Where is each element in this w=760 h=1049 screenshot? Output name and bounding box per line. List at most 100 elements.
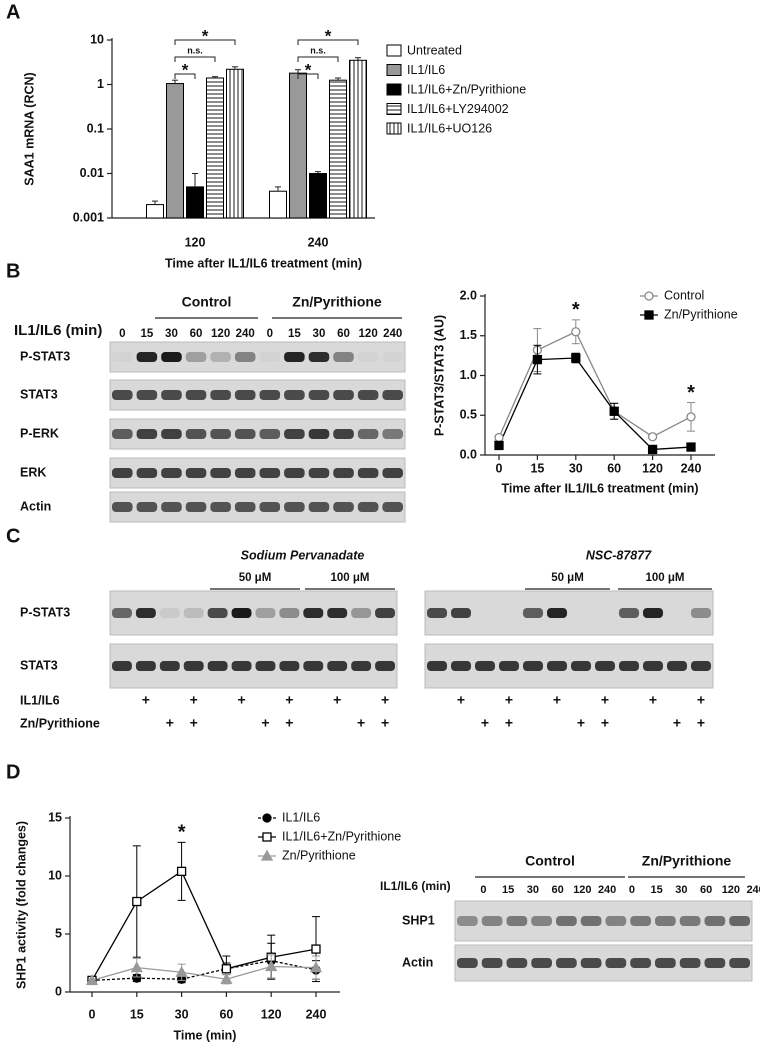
- row-label: Actin: [20, 499, 51, 513]
- x-tick-label: 30: [175, 1007, 189, 1021]
- legend-label: Untreated: [407, 43, 462, 57]
- marker: [130, 961, 143, 973]
- blot-band: [185, 429, 207, 439]
- blot-band: [451, 608, 471, 618]
- lane-title: IL1/IL6 (min): [380, 879, 451, 893]
- blot-band: [260, 352, 281, 362]
- blot-band: [255, 608, 276, 618]
- blot-strip: [109, 379, 406, 411]
- blot-band: [481, 916, 503, 926]
- blot-band: [333, 390, 354, 400]
- y-axis-label: P-STAT3/STAT3 (AU): [432, 315, 446, 436]
- treatment-mark: +: [601, 715, 609, 731]
- row-label: P-STAT3: [20, 605, 70, 619]
- x-tick-label: 0: [89, 1007, 96, 1021]
- blot-band: [523, 608, 543, 618]
- blot-band: [382, 352, 403, 362]
- group-label: Zn/Pyrithione: [642, 853, 732, 869]
- series-line: [91, 870, 317, 981]
- blot-band: [183, 608, 204, 618]
- treatment-mark: +: [481, 715, 489, 731]
- lane-label: 60: [552, 884, 564, 896]
- blot-band: [556, 958, 577, 968]
- group-label: Control: [525, 853, 575, 869]
- x-tick-label: 240: [306, 1007, 327, 1021]
- blot-strip: [109, 491, 406, 523]
- marker: [260, 849, 274, 861]
- marker: [265, 960, 278, 972]
- x-tick-label: 240: [681, 461, 702, 475]
- blot-band: [357, 468, 379, 478]
- lane-label: 15: [288, 328, 301, 340]
- blot-band: [231, 661, 252, 671]
- blot-band: [605, 958, 627, 968]
- marker: [647, 444, 658, 455]
- x-tick-label: 120: [185, 235, 206, 249]
- blot-band: [547, 661, 567, 671]
- blot-band: [112, 502, 133, 512]
- blot-band: [351, 661, 372, 671]
- blot-band: [571, 661, 591, 671]
- x-tick-label: 120: [261, 1007, 282, 1021]
- blot-band: [457, 958, 478, 968]
- blot-band: [357, 502, 379, 512]
- x-axis-label: Time (min): [174, 1028, 237, 1042]
- blot-band: [427, 661, 447, 671]
- blot-band: [136, 468, 158, 478]
- blot-band: [308, 352, 330, 362]
- marker: [686, 412, 696, 422]
- blot-band: [284, 429, 305, 439]
- blot-band: [136, 390, 158, 400]
- blot-band: [643, 661, 663, 671]
- blot-band: [159, 608, 180, 618]
- blot-band: [161, 352, 182, 362]
- lane-label: 30: [165, 328, 178, 340]
- treatment-mark: +: [457, 692, 465, 708]
- blot-band: [655, 958, 676, 968]
- blot-band: [580, 958, 602, 968]
- y-tick-label: 0.001: [73, 210, 104, 224]
- blot-band: [333, 352, 354, 362]
- marker: [532, 354, 543, 365]
- blot-band: [161, 468, 182, 478]
- marker: [647, 432, 658, 442]
- blot-band: [357, 429, 379, 439]
- blot-band: [457, 916, 478, 926]
- significance-label: *: [305, 60, 312, 79]
- marker: [311, 944, 321, 954]
- blot-band: [667, 661, 687, 671]
- lane-label: 15: [140, 328, 153, 340]
- y-tick-label: 1.0: [460, 368, 477, 382]
- blot-band: [729, 916, 750, 926]
- blot-band: [630, 958, 651, 968]
- blot-strip: [109, 341, 406, 373]
- row-label: STAT3: [20, 658, 58, 672]
- dose-label: 50 μM: [551, 572, 584, 584]
- blot-band: [691, 661, 711, 671]
- x-tick-label: 15: [130, 1007, 144, 1021]
- blot-strip: [109, 457, 406, 489]
- lane-label: 240: [236, 328, 255, 340]
- marker: [494, 440, 504, 451]
- x-axis-label: Time after IL1/IL6 treatment (min): [165, 256, 362, 270]
- legend-swatch: [386, 103, 402, 115]
- blot-band: [580, 916, 602, 926]
- marker: [686, 442, 696, 452]
- lane-label: 120: [211, 328, 230, 340]
- blot-band: [506, 958, 528, 968]
- y-tick-label: 0.5: [460, 408, 477, 422]
- blot-strip: [109, 643, 398, 689]
- blot-band: [234, 468, 256, 478]
- blot-band: [357, 390, 379, 400]
- bar: [309, 173, 327, 219]
- marker: [571, 353, 581, 363]
- marker: [494, 432, 504, 443]
- blot-band: [185, 502, 207, 512]
- treatment-mark: +: [166, 715, 174, 731]
- blot-band: [382, 502, 403, 512]
- legend-swatch: [386, 64, 402, 76]
- blot-band: [161, 429, 182, 439]
- significance-label: *: [687, 382, 695, 404]
- lane-label: 60: [337, 328, 350, 340]
- treatment-mark: +: [142, 692, 150, 708]
